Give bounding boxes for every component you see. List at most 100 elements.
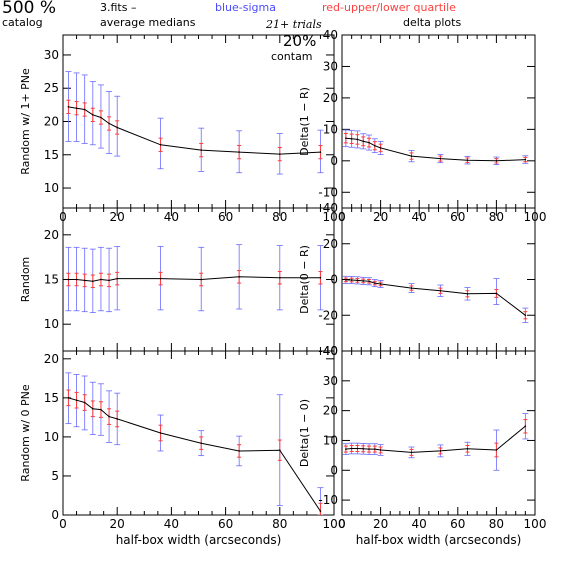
y-tick-label: 10	[44, 317, 59, 331]
y-tick-label: 30	[44, 48, 59, 62]
median-point	[345, 279, 347, 281]
y-axis-label: Delta(1 − 0)	[298, 399, 311, 467]
median-point	[159, 432, 162, 434]
header-trials: 21+ trials	[266, 18, 322, 31]
median-point	[238, 450, 240, 452]
y-tick-label: 20	[323, 237, 338, 251]
median-point	[159, 277, 162, 280]
median-point	[75, 278, 78, 281]
header-delta-plots: delta plots	[403, 16, 462, 29]
median-point	[83, 108, 86, 111]
median-point	[319, 510, 322, 512]
median-point	[67, 106, 70, 108]
legend-blue-sigma: blue-sigma	[215, 1, 276, 14]
median-point	[350, 138, 353, 140]
y-tick-label: 20	[44, 352, 59, 366]
median-point	[362, 448, 365, 450]
x-tick-label: 100	[323, 517, 346, 531]
y-tick-label: 15	[44, 391, 59, 405]
plot-frame	[341, 34, 536, 209]
median-point	[410, 155, 413, 157]
y-tick-label: 10	[44, 181, 59, 195]
y-tick-label: 0	[330, 463, 338, 477]
y-tick-label: 10	[323, 122, 338, 136]
median-point	[439, 289, 442, 292]
series-group	[65, 372, 324, 515]
plot-frame	[62, 34, 335, 209]
x-tick-label: 0	[59, 517, 67, 531]
median-point	[319, 276, 322, 279]
median-point	[356, 138, 359, 141]
x-tick-label: 20	[373, 517, 388, 531]
median-point	[495, 292, 498, 295]
median-point	[67, 397, 70, 399]
median-point	[362, 280, 365, 282]
x-tick-label: 40	[164, 517, 179, 531]
median-point	[279, 276, 281, 279]
y-axis-label: Delta(0 − R)	[298, 245, 311, 314]
plot-frame	[62, 350, 335, 516]
median-point	[524, 314, 527, 317]
median-line	[345, 425, 526, 453]
median-point	[75, 399, 78, 402]
y-tick-label: -10	[318, 493, 338, 507]
y-tick-label: 10	[323, 433, 338, 447]
median-line	[345, 137, 526, 162]
y-axis-label: Random w/ 0 PNe	[19, 384, 32, 482]
y-tick-label: 30	[323, 59, 338, 73]
median-point	[466, 159, 469, 161]
y-tick-label: 40	[323, 201, 338, 215]
y-tick-label: 20	[323, 404, 338, 418]
y-tick-label: 25	[44, 81, 59, 95]
median-point	[83, 279, 86, 282]
median-point	[356, 279, 359, 282]
median-point	[238, 151, 240, 153]
median-point	[410, 287, 413, 289]
median-line	[345, 279, 526, 316]
legend-red-quartile: red-upper/lower quartile	[322, 1, 456, 14]
median-point	[350, 447, 353, 450]
median-point	[368, 280, 370, 283]
x-tick-label: 80	[489, 210, 504, 224]
y-tick-label: 40	[323, 344, 338, 358]
x-tick-label: 20	[110, 517, 125, 531]
y-tick-label: 15	[44, 273, 59, 287]
y-axis-label: Random w/ 1+ PNe	[19, 68, 32, 175]
median-point	[379, 283, 382, 285]
median-point	[116, 126, 118, 129]
median-point	[108, 279, 110, 282]
median-point	[410, 451, 413, 454]
y-tick-label: 20	[323, 91, 338, 105]
median-point	[345, 137, 347, 139]
series-group	[65, 71, 324, 175]
x-tick-label: 20	[110, 210, 125, 224]
median-point	[439, 450, 442, 452]
median-point	[92, 280, 94, 283]
x-tick-label: 80	[489, 517, 504, 531]
median-point	[92, 114, 94, 116]
median-point	[83, 401, 86, 404]
median-point	[279, 153, 281, 155]
x-tick-label: 100	[524, 517, 547, 531]
median-point	[159, 143, 162, 146]
x-tick-label: 60	[450, 210, 465, 224]
median-point	[238, 276, 240, 278]
y-tick-label: 15	[44, 148, 59, 162]
median-point	[466, 293, 469, 295]
plot-frame	[341, 350, 536, 516]
median-point	[374, 144, 376, 147]
median-point	[368, 141, 370, 144]
median-point	[350, 279, 353, 281]
y-tick-label: 10	[44, 430, 59, 444]
x-tick-label: 60	[218, 517, 233, 531]
median-line	[68, 276, 321, 282]
y-axis-label: Random	[19, 257, 32, 303]
y-tick-label: -20	[318, 308, 338, 322]
y-tick-label: 20	[44, 115, 59, 129]
